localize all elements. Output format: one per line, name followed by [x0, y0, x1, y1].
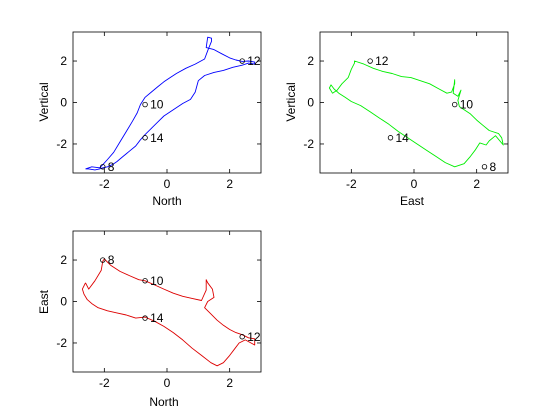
time-label: 14 [396, 131, 410, 145]
x-axis-label: East [400, 194, 425, 208]
time-marker [100, 164, 106, 170]
time-label: 8 [108, 160, 115, 174]
y-tick-label: -2 [303, 137, 314, 151]
ticks: -2 0 2 -2 0 2 [56, 32, 261, 191]
plot-frame [72, 230, 262, 373]
time-label: 10 [150, 274, 164, 288]
time-label: 10 [460, 98, 474, 112]
x-tick-label: 0 [164, 376, 171, 390]
time-label: 14 [150, 131, 164, 145]
trajectory-line [85, 36, 256, 171]
time-marker [239, 58, 245, 64]
y-tick-label: 0 [307, 96, 314, 110]
annotations: 12 10 14 8 [367, 54, 497, 174]
time-marker [481, 164, 488, 170]
plot-frame [319, 31, 509, 174]
subplot-east-vertical: -2 0 2 -2 0 2 12 10 14 8 East Vertical [284, 31, 509, 208]
ticks: -2 0 2 -2 0 2 [56, 231, 261, 390]
y-axis-label: East [37, 289, 51, 314]
trajectory-line [328, 60, 504, 168]
plot-frame [72, 31, 262, 174]
subplot-north-east: -2 0 2 -2 0 2 8 10 14 12 North East [37, 230, 262, 409]
time-label: 10 [150, 98, 164, 112]
time-marker [142, 101, 148, 108]
x-tick-label: 0 [164, 177, 171, 191]
x-tick-label: -2 [99, 177, 110, 191]
y-tick-label: 2 [60, 54, 67, 68]
time-label: 14 [150, 311, 164, 325]
y-axis-label: Vertical [284, 82, 298, 121]
x-tick-label: 2 [226, 376, 233, 390]
y-axis-label: Vertical [37, 82, 51, 121]
time-marker [387, 135, 394, 141]
time-marker [142, 278, 148, 284]
x-tick-label: 0 [411, 177, 418, 191]
time-label: 12 [247, 54, 261, 68]
time-label: 12 [375, 54, 389, 68]
y-tick-label: 0 [60, 295, 67, 309]
time-marker [239, 334, 245, 340]
time-marker [452, 101, 458, 108]
annotations: 8 10 12 14 [100, 54, 261, 174]
time-marker [100, 257, 106, 263]
x-tick-label: 2 [473, 177, 480, 191]
time-marker [142, 135, 148, 141]
x-tick-label: -2 [99, 376, 110, 390]
x-axis-label: North [152, 194, 181, 208]
trajectory-line [81, 258, 256, 367]
y-tick-label: 2 [60, 253, 67, 267]
y-tick-label: 0 [60, 96, 67, 110]
x-tick-label: -2 [346, 177, 357, 191]
time-label: 8 [108, 253, 115, 267]
time-marker [367, 58, 373, 64]
time-label: 12 [247, 330, 261, 344]
time-label: 8 [490, 160, 497, 174]
y-tick-label: -2 [56, 336, 67, 350]
y-tick-label: 2 [307, 54, 314, 68]
subplot-north-vertical: -2 0 2 -2 0 2 8 10 12 14 North Vertical [37, 31, 262, 208]
x-tick-label: 2 [226, 177, 233, 191]
ticks: -2 0 2 -2 0 2 [303, 32, 508, 191]
time-marker [142, 315, 148, 321]
x-axis-label: North [149, 395, 178, 409]
annotations: 8 10 14 12 [100, 253, 261, 344]
y-tick-label: -2 [56, 137, 67, 151]
